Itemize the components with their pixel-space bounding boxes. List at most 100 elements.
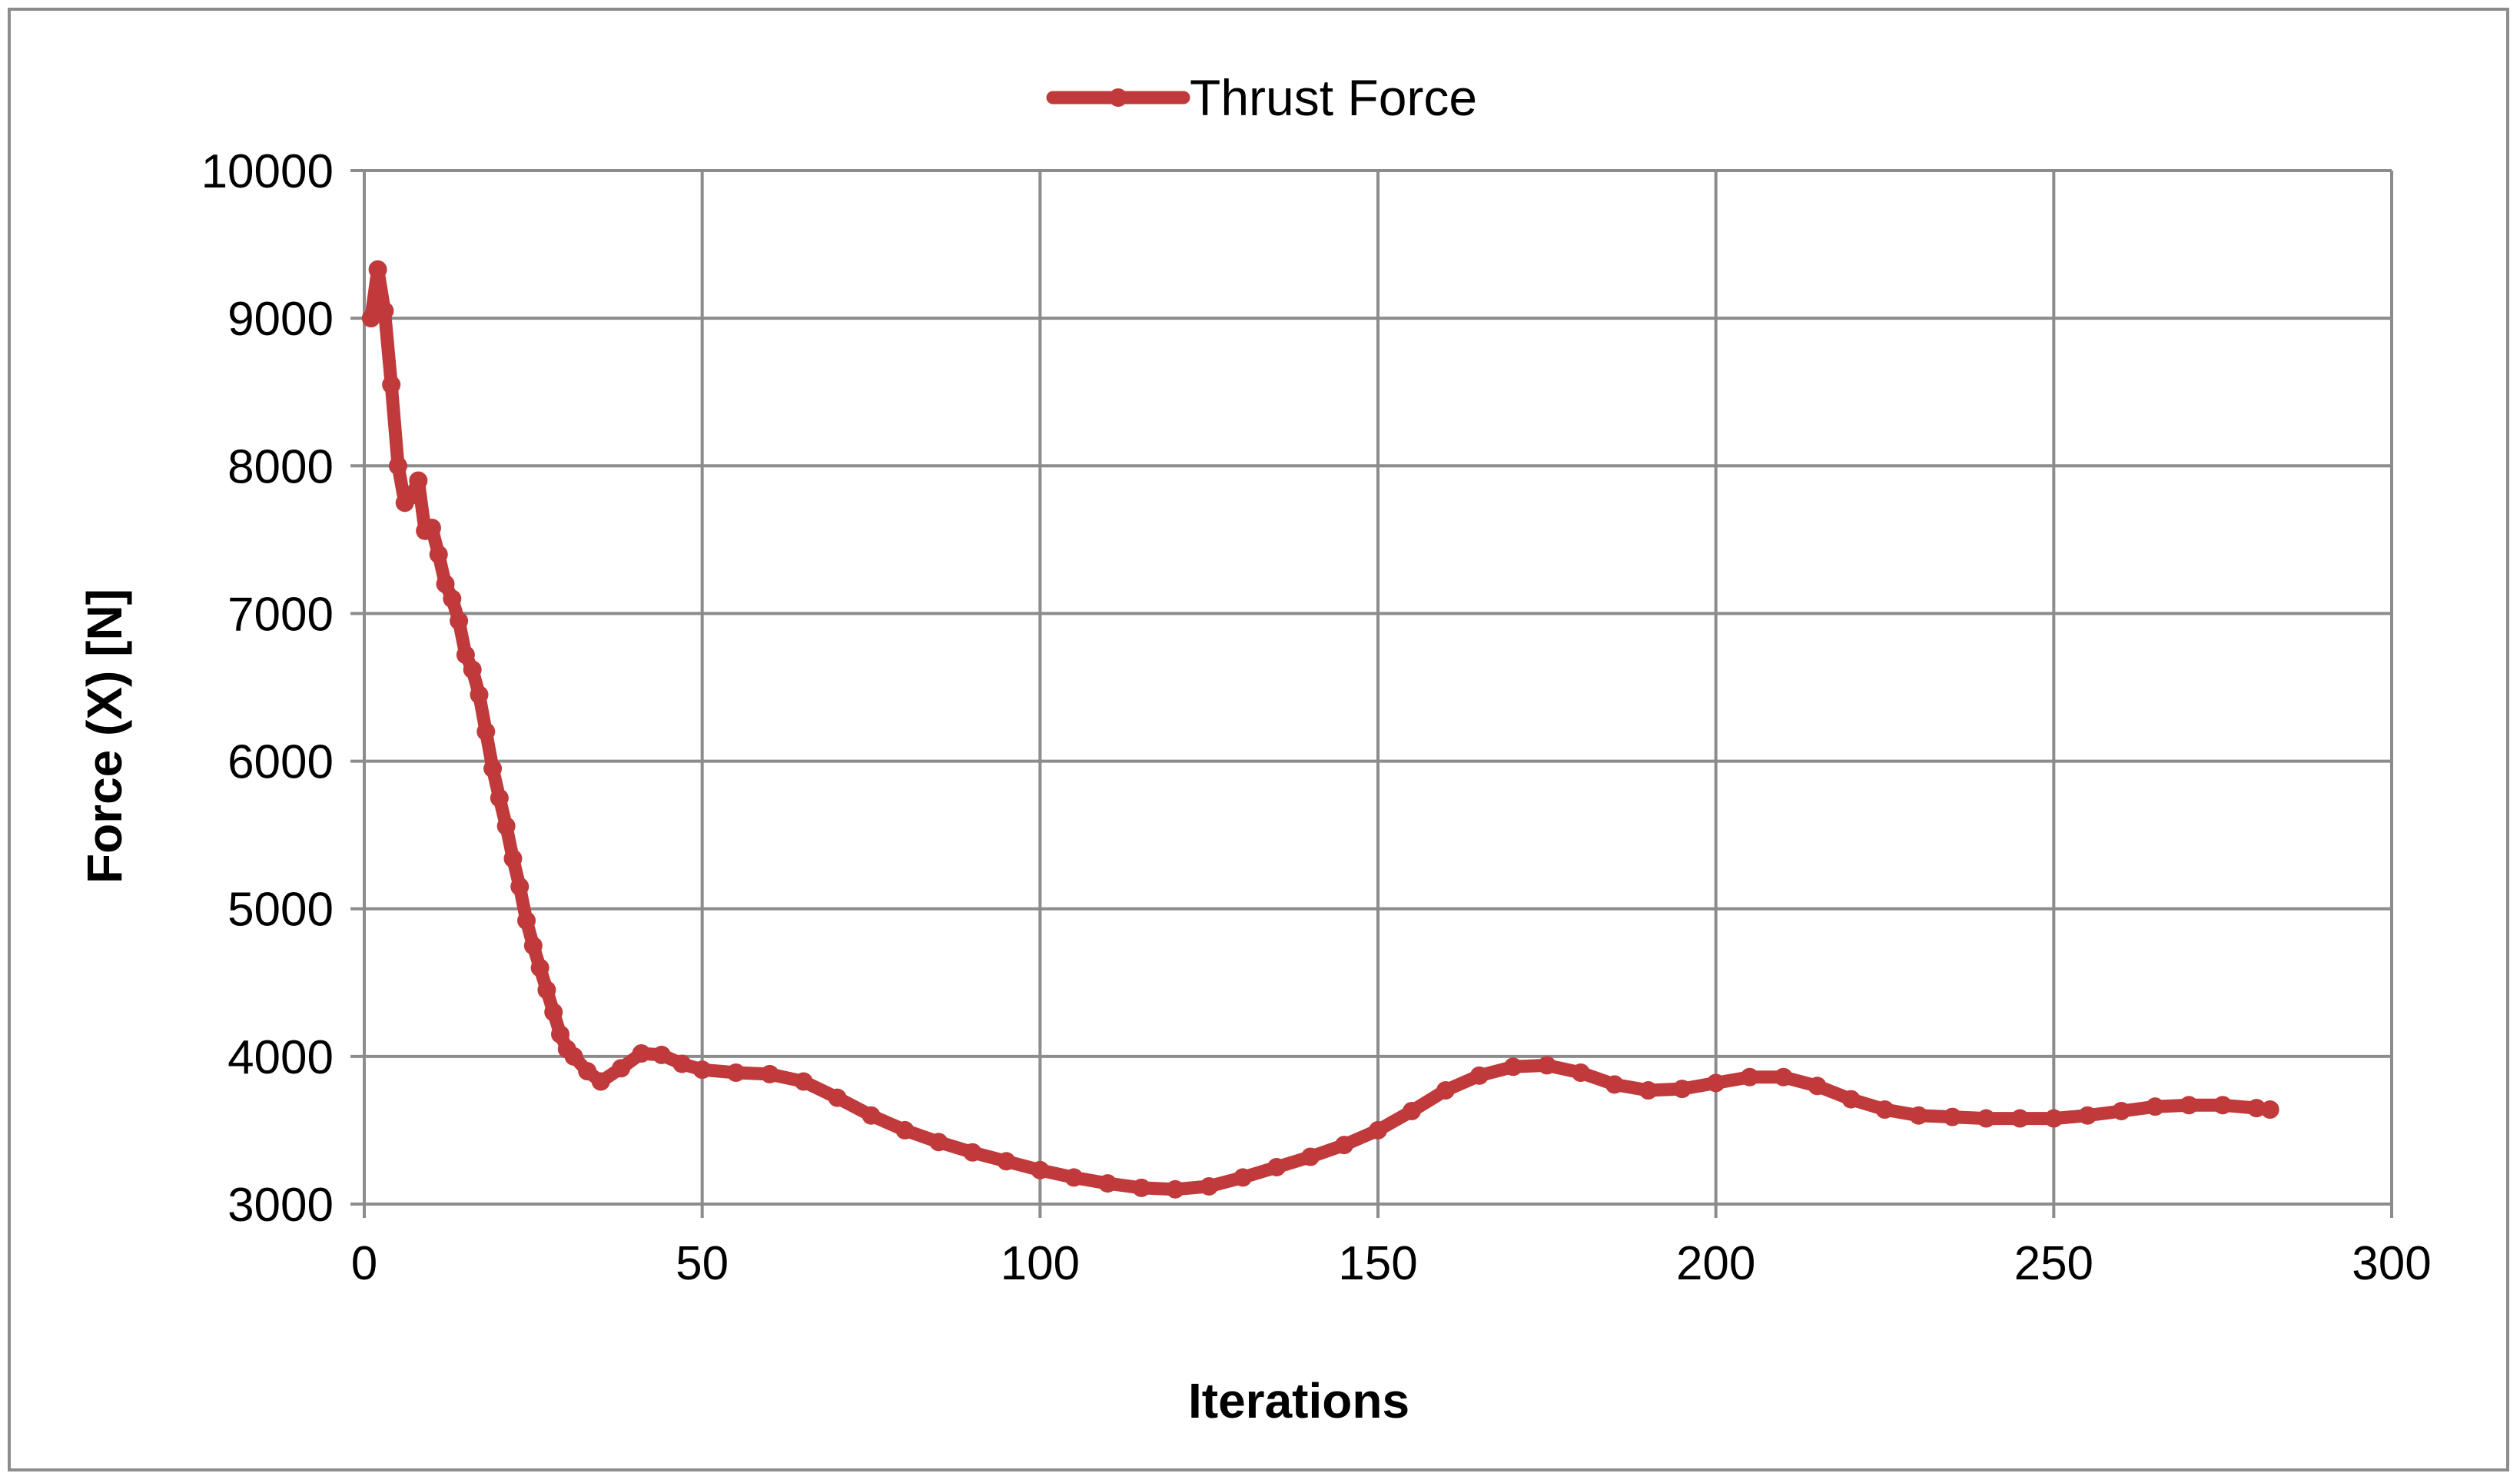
data-point	[1369, 1120, 1387, 1140]
data-point	[443, 589, 462, 609]
legend-marker	[1109, 88, 1127, 107]
data-point	[1166, 1179, 1185, 1199]
data-point	[1740, 1067, 1759, 1087]
data-point	[1267, 1157, 1287, 1176]
data-point	[530, 958, 549, 977]
data-point	[503, 849, 523, 868]
data-point	[632, 1044, 651, 1063]
data-point	[828, 1088, 847, 1107]
y-tick-label: 8000	[227, 440, 334, 493]
x-tick-label: 250	[2014, 1237, 2093, 1290]
data-point	[2260, 1100, 2279, 1120]
data-point	[368, 260, 387, 279]
data-point	[2146, 1097, 2165, 1116]
data-point	[544, 1003, 563, 1022]
data-point	[2213, 1096, 2233, 1115]
data-point	[1436, 1081, 1455, 1100]
y-axis-title: Force (X) [N]	[77, 589, 132, 884]
data-point	[375, 301, 394, 320]
data-point	[1977, 1109, 1996, 1128]
data-point	[1402, 1101, 1421, 1120]
data-point	[2010, 1109, 2030, 1128]
data-point	[510, 877, 530, 896]
x-tick-labels: 0 50 100 150 200 250 300	[351, 1237, 2432, 1290]
data-point	[1638, 1081, 1658, 1100]
x-tick-label: 300	[2352, 1237, 2431, 1290]
data-point	[2180, 1096, 2199, 1115]
y-tick-label: 6000	[227, 736, 334, 789]
data-point	[726, 1063, 745, 1082]
x-tick-label: 100	[1001, 1237, 1080, 1290]
data-point	[1031, 1160, 1050, 1179]
y-tick-label: 4000	[227, 1031, 334, 1084]
data-point	[1841, 1090, 1861, 1109]
data-point	[1503, 1057, 1522, 1077]
y-tick-label: 7000	[227, 588, 334, 641]
data-point	[523, 936, 543, 955]
y-tick-label: 5000	[227, 884, 334, 937]
data-point	[1098, 1174, 1117, 1193]
series-layer	[361, 260, 2279, 1199]
data-point	[1301, 1147, 1320, 1166]
data-point	[2078, 1106, 2097, 1125]
data-point	[402, 486, 421, 505]
data-point	[470, 685, 489, 705]
data-point	[760, 1064, 779, 1083]
data-point	[963, 1143, 982, 1162]
x-tick-label: 150	[1338, 1237, 1417, 1290]
y-tick-label: 3000	[227, 1179, 334, 1232]
y-tick-label: 9000	[227, 293, 334, 346]
data-point	[591, 1072, 610, 1091]
data-point	[692, 1060, 712, 1080]
data-point	[450, 612, 469, 631]
y-tick-label: 10000	[201, 145, 334, 198]
data-point	[1200, 1176, 1219, 1196]
data-point	[496, 817, 516, 836]
data-point	[1469, 1066, 1489, 1085]
data-point	[1774, 1067, 1793, 1087]
data-point	[463, 660, 482, 679]
data-point	[490, 788, 509, 808]
data-point	[895, 1120, 915, 1140]
data-point	[1335, 1136, 1354, 1155]
data-point	[429, 545, 448, 564]
data-point	[929, 1133, 948, 1152]
data-point	[1571, 1063, 1590, 1082]
data-point	[1132, 1178, 1151, 1197]
data-point	[2112, 1101, 2131, 1120]
data-point	[1909, 1106, 1928, 1125]
data-point	[361, 309, 380, 328]
data-point	[382, 375, 401, 394]
data-point	[862, 1106, 881, 1125]
data-point	[578, 1062, 597, 1081]
data-point	[1605, 1075, 1624, 1094]
legend: Thrust Force	[1046, 69, 1477, 126]
data-point	[517, 911, 536, 931]
x-axis-title: Iterations	[1188, 1373, 1409, 1428]
x-tick-label: 0	[351, 1237, 377, 1290]
y-tick-labels: 3000 4000 5000 6000 7000 8000 9000 10000	[201, 145, 334, 1232]
data-point	[436, 575, 455, 593]
data-point	[388, 456, 407, 476]
data-point	[483, 759, 503, 778]
data-point	[1672, 1080, 1692, 1099]
data-point	[1537, 1056, 1556, 1075]
data-point	[1875, 1100, 1894, 1120]
data-point	[794, 1072, 813, 1091]
grid-lines	[350, 169, 2393, 1218]
data-point	[652, 1045, 671, 1064]
data-point	[1808, 1077, 1827, 1096]
data-point	[476, 722, 496, 742]
data-point	[456, 645, 475, 665]
chart-frame	[8, 8, 2509, 1471]
data-point	[1706, 1073, 1725, 1093]
data-point	[672, 1054, 692, 1073]
data-point	[551, 1025, 570, 1044]
data-point	[612, 1059, 631, 1078]
x-tick-label: 50	[676, 1237, 729, 1290]
x-tick-label: 200	[1676, 1237, 1755, 1290]
data-point	[422, 518, 441, 537]
data-point	[409, 471, 428, 490]
data-point	[564, 1047, 583, 1066]
